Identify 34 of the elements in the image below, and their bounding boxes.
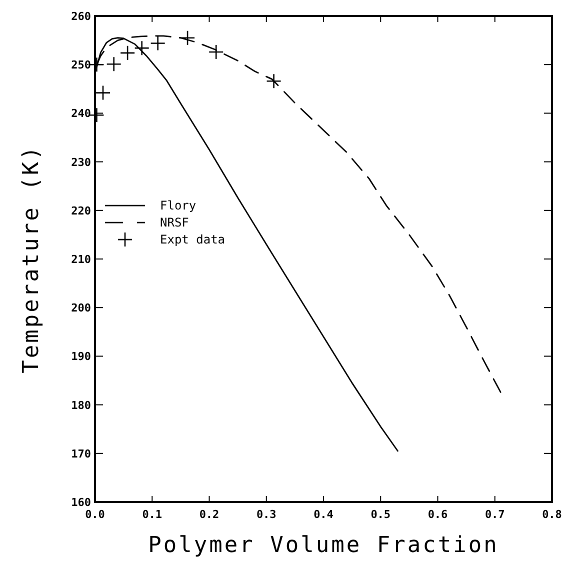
x-axis-title: Polymer Volume Fraction [148,533,499,558]
x-tick-label: 0.8 [542,508,562,521]
x-tick-label: 0.5 [370,508,391,521]
point [89,107,104,123]
y-tick-label: 250 [71,58,91,72]
legend-label: Expt data [160,232,226,247]
point [120,45,136,61]
x-tick-label: 0.3 [256,508,276,521]
point [266,73,282,89]
point [208,44,224,60]
y-tick-label: 180 [71,398,91,412]
y-tick-label: 160 [71,496,91,509]
y-tick-label: 240 [71,107,91,120]
y-axis-title: Temperature (K) [19,144,44,374]
y-tick-label: 210 [71,253,91,266]
point [180,30,196,46]
x-tick-label: 0.6 [428,508,448,521]
x-tick-label: 0.4 [314,508,334,521]
y-tick-label: 220 [71,204,91,218]
legend-label: NRSF [160,216,189,230]
point [134,40,150,56]
x-tick-label: 0.7 [484,508,505,521]
x-tick-label: 0.1 [142,508,162,521]
y-tick-label: 260 [71,10,91,23]
point [150,36,166,51]
y-tick-label: 200 [71,302,91,315]
y-tick-label: 170 [71,447,91,460]
y-tick-label: 190 [71,350,91,364]
point [95,85,111,100]
point [106,56,122,72]
legend-label: Flory [160,198,196,213]
y-tick-label: 230 [71,156,91,169]
x-tick-label: 0.2 [199,508,220,521]
x-tick-label: 0.0 [85,508,105,521]
